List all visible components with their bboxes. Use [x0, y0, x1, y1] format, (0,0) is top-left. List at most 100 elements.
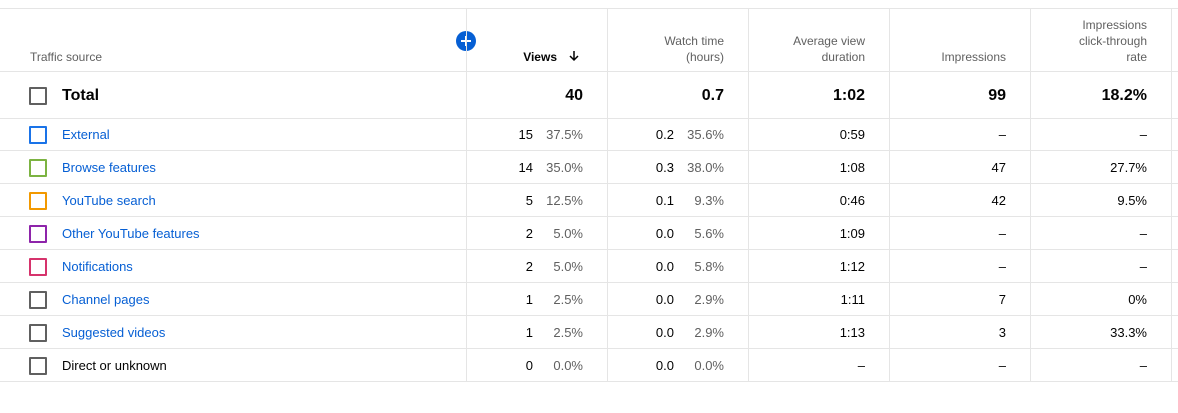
checkbox[interactable] — [29, 126, 47, 144]
cell-value: 5.0% — [553, 226, 583, 241]
row-divider — [0, 282, 1178, 283]
cell-value: 0.0 — [655, 259, 674, 274]
cell-value: 2.9% — [694, 325, 724, 340]
checkbox[interactable] — [29, 291, 47, 309]
column-header: rate — [1126, 50, 1147, 64]
cell-value: 38.0% — [687, 160, 724, 175]
cell-value: 7 — [998, 292, 1006, 307]
cell-value: – — [1139, 226, 1147, 241]
cell-value: 0% — [1128, 292, 1147, 307]
checkbox[interactable] — [29, 225, 47, 243]
sort-arrow[interactable] — [568, 50, 580, 62]
checkbox[interactable] — [29, 258, 47, 276]
cell-value: 0.0 — [655, 292, 674, 307]
cell-value: 2.9% — [694, 292, 724, 307]
cell-value: 5.0% — [553, 259, 583, 274]
total-value: 0.7 — [701, 87, 724, 104]
row-divider — [0, 348, 1178, 349]
cell-value: 2.5% — [553, 292, 583, 307]
cell-value: 2 — [525, 259, 533, 274]
cell-value: – — [998, 358, 1006, 373]
cell-value: – — [998, 259, 1006, 274]
cell-value: – — [998, 226, 1006, 241]
cell-value: 1:12 — [839, 259, 865, 274]
column-divider — [889, 8, 890, 382]
cell-value: 1:13 — [839, 325, 865, 340]
traffic-source[interactable]: Other YouTube features — [62, 226, 200, 241]
cell-value: – — [1139, 259, 1147, 274]
cell-value: – — [1139, 127, 1147, 142]
cell-value: 9.5% — [1117, 193, 1147, 208]
traffic-source[interactable]: Channel pages — [62, 292, 150, 307]
cell-value: 0.0% — [553, 358, 583, 373]
total-value: 99 — [988, 87, 1006, 104]
cell-value: 0 — [525, 358, 533, 373]
checkbox[interactable] — [29, 192, 47, 210]
total-value: 18.2% — [1101, 87, 1147, 104]
cell-value: 35.6% — [687, 127, 724, 142]
cell-value: 0.0% — [694, 358, 724, 373]
row-divider — [0, 8, 1178, 9]
cell-value: 0.2 — [655, 127, 674, 142]
cell-value: 0:59 — [839, 127, 865, 142]
column-divider — [1171, 8, 1172, 382]
cell-value: 15 — [518, 127, 533, 142]
checkbox[interactable] — [29, 324, 47, 342]
traffic-source[interactable]: Suggested videos — [62, 325, 166, 340]
checkbox[interactable] — [29, 159, 47, 177]
traffic-source[interactable]: Notifications — [62, 259, 133, 274]
cell-value: 1 — [525, 325, 533, 340]
row-divider — [0, 118, 1178, 119]
cell-value: 0.0 — [655, 226, 674, 241]
cell-value: 5.6% — [694, 226, 724, 241]
column-divider — [1030, 8, 1031, 382]
traffic-source[interactable]: Browse features — [62, 160, 156, 175]
cell-value: 1:09 — [839, 226, 865, 241]
column-header: Watch time — [664, 34, 724, 48]
cell-value: – — [857, 358, 865, 373]
column-header: Impressions — [1082, 18, 1147, 32]
cell-value: 1:08 — [839, 160, 865, 175]
cell-value: 3 — [998, 325, 1006, 340]
cell-value: 2 — [525, 226, 533, 241]
traffic-source[interactable]: YouTube search — [62, 193, 156, 208]
cell-value: 33.3% — [1110, 325, 1147, 340]
row-divider — [0, 216, 1178, 217]
cell-value: 1:11 — [840, 292, 865, 307]
row-divider — [0, 249, 1178, 250]
column-header: click-through — [1078, 34, 1147, 48]
cell-value: 42 — [991, 193, 1006, 208]
cell-value: 2.5% — [553, 325, 583, 340]
column-divider — [748, 8, 749, 382]
column-header: Impressions — [941, 50, 1006, 64]
traffic-source[interactable]: External — [62, 127, 110, 142]
cell-value: 0.1 — [655, 193, 674, 208]
cell-value: 0:46 — [839, 193, 865, 208]
total-value: 40 — [565, 87, 583, 104]
row-divider — [0, 183, 1178, 184]
cell-value: 0.0 — [655, 325, 674, 340]
column-header: duration — [821, 50, 865, 64]
column-header: Average view — [793, 34, 865, 48]
cell-value: 5 — [525, 193, 533, 208]
cell-value: 1 — [525, 292, 533, 307]
row-divider — [0, 150, 1178, 151]
cell-value: 9.3% — [694, 193, 724, 208]
cell-value: – — [1139, 358, 1147, 373]
column-header: Traffic source — [30, 50, 103, 64]
checkbox[interactable] — [29, 87, 47, 105]
column-header: (hours) — [685, 50, 724, 64]
traffic-source: Direct or unknown — [62, 358, 167, 373]
cell-value: 27.7% — [1110, 160, 1147, 175]
cell-value: 5.8% — [694, 259, 724, 274]
cell-value: 37.5% — [546, 127, 583, 142]
cell-value: 12.5% — [546, 193, 583, 208]
cell-value: 0.0 — [655, 358, 674, 373]
checkbox[interactable] — [29, 357, 47, 375]
total-value: 1:02 — [832, 87, 865, 104]
cell-value: 35.0% — [546, 160, 583, 175]
cell-value: 14 — [518, 160, 533, 175]
column-header: Views — [523, 50, 557, 64]
cell-value: 0.3 — [655, 160, 674, 175]
